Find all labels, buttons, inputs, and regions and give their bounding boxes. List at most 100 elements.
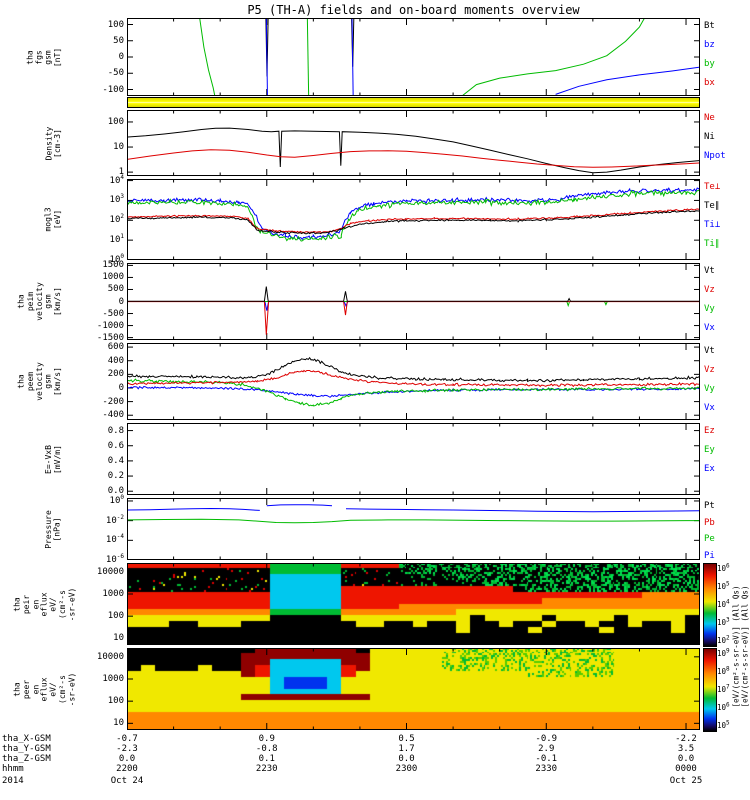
y-axis-title-density: Density <box>44 110 53 176</box>
y-tick-label: 0.4 <box>107 455 124 466</box>
legend-Pb: Pb <box>704 517 715 528</box>
y-axis-title-ion-spectrogram: (cm²-s <box>58 563 67 645</box>
y-tick-label: 0.2 <box>107 471 124 482</box>
axis-row-label: hhmm <box>2 764 24 774</box>
series-Pi <box>128 507 260 511</box>
y-axis-title-ion-velocity-text: gsm <box>44 294 54 309</box>
y-axis-title-ion-spectrogram: eflux <box>40 563 49 645</box>
panel-frame <box>127 423 700 495</box>
series-by <box>462 19 645 95</box>
y-axis-title-electron-velocity: peem <box>26 343 35 420</box>
axis-row-value: 2200 <box>116 764 138 774</box>
series-TePerp <box>128 208 699 234</box>
y-tick-label: -500 <box>102 308 124 319</box>
y-axis-title-electron-spectrogram: peer <box>22 648 31 730</box>
colorbar-tick-label: 109 <box>717 647 730 658</box>
y-tick-label: 600 <box>107 342 124 353</box>
y-tick-label: 100 <box>109 493 124 506</box>
y-tick-label: 1 <box>118 167 124 178</box>
colorbar-unit-label-text: [eV/(cm²-s-sr-eV)] (All Qs) <box>731 585 741 708</box>
y-axis-title-electron-spectrogram-text: (cm²-s <box>58 674 67 704</box>
axis-row-value: -0.8 <box>255 744 278 754</box>
legend-Pe: Pe <box>704 534 715 545</box>
legend-Bt: Bt <box>704 21 715 31</box>
y-axis-title-ion-spectrogram: eV/ <box>49 563 58 645</box>
legend-Vz: Vz <box>704 365 715 375</box>
legend-bx: bx <box>704 78 715 88</box>
y-axis-title-ion-spectrogram-text: peir <box>22 594 32 614</box>
y-axis-title-density-text: Density <box>44 126 53 160</box>
y-axis-title-fgs: gsm <box>44 18 53 96</box>
y-tick-label: 10 <box>113 142 124 153</box>
y-tick-label: 0 <box>118 382 124 393</box>
legend-Ex: Ex <box>704 464 715 474</box>
temperature-plot <box>127 179 700 260</box>
series-Vz_i <box>128 301 699 335</box>
y-tick-label: 100 <box>109 253 124 266</box>
series-TePara <box>128 210 699 235</box>
y-axis-title-electron-velocity-text: peem <box>26 371 36 392</box>
legend-Vy: Vy <box>704 304 715 314</box>
colorbar-tick-label: 108 <box>717 665 730 676</box>
axis-row-label: tha_Y-GSM <box>2 744 51 754</box>
y-axis-title-ion-spectrogram-text: -sr-eV) <box>67 587 76 621</box>
axis-row-value: 0.0 <box>398 754 415 764</box>
y-axis-title-ion-spectrogram-text: eflux <box>40 591 49 617</box>
y-axis-title-fgs: tha <box>26 18 35 96</box>
y-axis-title-fgs-text: tha <box>26 49 36 65</box>
axis-row-value: 3.5 <box>677 744 695 754</box>
y-tick-label: -1500 <box>96 332 124 343</box>
legend-Ne: Ne <box>704 113 715 123</box>
series-Vz_e <box>128 369 699 388</box>
axis-row-label: tha_Z-GSM <box>2 754 51 764</box>
axis-row-value: 0.1 <box>258 754 275 764</box>
series-bz <box>555 66 699 95</box>
electron-velocity-plot <box>127 343 700 420</box>
ion-velocity-plot <box>127 263 700 340</box>
axis-row-value: 1.7 <box>398 744 415 754</box>
legend-Te: Te∥ <box>704 201 720 211</box>
axis-row-value: -0.7 <box>116 734 138 744</box>
y-axis-title-electron-spectrogram-text: tha <box>13 681 23 697</box>
y-axis-title-temperature-text: [eV] <box>53 209 63 230</box>
y-axis-title-ion-velocity-text: velocity <box>35 282 44 321</box>
y-axis-title-ion-velocity-text: tha <box>17 294 27 309</box>
legend-Vt: Vt <box>704 346 715 356</box>
panel-frame <box>127 18 700 96</box>
y-tick-label: 100 <box>107 611 124 622</box>
y-axis-title-pressure: [nPa] <box>53 498 62 560</box>
y-tick-label: 200 <box>107 369 124 380</box>
page-title: P5 (TH-A) fields and on-board moments ov… <box>247 3 580 17</box>
y-tick-label: 101 <box>109 233 124 246</box>
ion-spectrogram-canvas <box>127 563 700 645</box>
y-tick-label: 104 <box>109 173 124 186</box>
y-axis-title-fgs: [nT] <box>53 18 62 96</box>
roi-bar <box>127 97 700 108</box>
electron-spectrogram-colorbar <box>703 648 717 732</box>
series-Pi <box>345 508 699 513</box>
electron-spectrogram-canvas <box>127 648 700 730</box>
y-axis-title-electron-velocity: gsm <box>44 343 53 420</box>
y-axis-title-electron-velocity-text: tha <box>17 374 27 389</box>
legend-bz: bz <box>704 40 715 50</box>
y-axis-title-ion-spectrogram: peir <box>22 563 31 645</box>
colorbar-unit-label-text: [eV/(cm²-s-sr-eV)] (All Qs) <box>740 585 750 708</box>
y-tick-label: 1000 <box>102 588 124 599</box>
y-tick-label: 0 <box>118 52 124 62</box>
colorbar-tick-label: 105 <box>717 580 730 591</box>
legend-Npot: Npot <box>704 151 726 161</box>
colorbar-unit-label: [eV/(cm²-s-sr-eV)] (All Qs) <box>740 563 749 730</box>
series-Pi <box>266 504 333 507</box>
y-axis-title-electron-spectrogram-text: eV/ <box>49 681 59 697</box>
panel-frame <box>127 498 700 560</box>
axis-row-value: 0.5 <box>398 734 415 744</box>
series-by <box>199 19 216 95</box>
y-axis-title-electron-velocity-text: gsm <box>44 374 54 389</box>
series-by <box>306 19 310 95</box>
axis-row-value: 0000 <box>675 764 697 774</box>
legend-by: by <box>704 59 715 69</box>
colorbar-tick-label: 106 <box>717 701 730 712</box>
series-bz <box>265 19 268 95</box>
legend-Ti: Ti∥ <box>704 239 720 249</box>
